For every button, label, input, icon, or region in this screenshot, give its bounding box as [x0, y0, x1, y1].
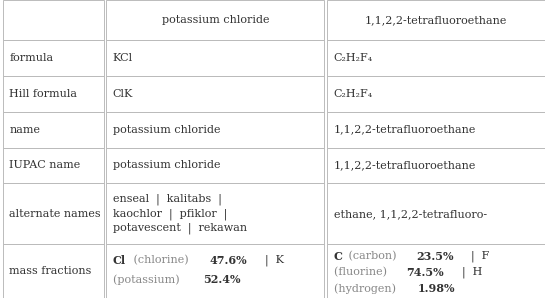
Text: potassium chloride: potassium chloride: [161, 15, 269, 25]
Bar: [106, 148, 324, 183]
Text: C₂H₂F₄: C₂H₂F₄: [334, 53, 373, 63]
Text: formula: formula: [9, 53, 53, 63]
Bar: [3, 0, 104, 40]
Text: alternate names: alternate names: [9, 209, 101, 219]
Text: 1,1,2,2-tetrafluoroethane: 1,1,2,2-tetrafluoroethane: [334, 160, 476, 170]
Text: 52.4%: 52.4%: [203, 274, 241, 285]
Bar: [3, 76, 104, 112]
Text: |  F: | F: [464, 250, 490, 262]
Text: C: C: [334, 251, 342, 262]
Text: enseal  |  kalitabs  |
kaochlor  |  pfiklor  |
potavescent  |  rekawan: enseal | kalitabs | kaochlor | pfiklor |…: [113, 193, 247, 234]
Bar: [327, 0, 545, 40]
Bar: [327, 112, 545, 148]
Text: Hill formula: Hill formula: [9, 89, 77, 99]
Text: 23.5%: 23.5%: [416, 251, 453, 262]
Text: name: name: [9, 125, 40, 135]
Bar: [3, 148, 104, 183]
Text: (carbon): (carbon): [345, 251, 400, 261]
Bar: [327, 76, 545, 112]
Text: (hydrogen): (hydrogen): [334, 283, 399, 294]
Text: 1,1,2,2-tetrafluoroethane: 1,1,2,2-tetrafluoroethane: [334, 125, 476, 135]
Text: 47.6%: 47.6%: [210, 255, 247, 266]
Text: ethane, 1,1,2,2-tetrafluoro-: ethane, 1,1,2,2-tetrafluoro-: [334, 209, 487, 219]
Bar: [106, 112, 324, 148]
Bar: [106, 0, 324, 40]
Bar: [106, 244, 324, 298]
Text: 1,1,2,2-tetrafluoroethane: 1,1,2,2-tetrafluoroethane: [365, 15, 507, 25]
Bar: [327, 40, 545, 76]
Bar: [327, 148, 545, 183]
Bar: [106, 40, 324, 76]
Text: KCl: KCl: [113, 53, 133, 63]
Text: |  H: | H: [455, 266, 482, 278]
Bar: [3, 244, 104, 298]
Text: C₂H₂F₄: C₂H₂F₄: [334, 89, 373, 99]
Text: (chlorine): (chlorine): [130, 255, 192, 266]
Text: 74.5%: 74.5%: [407, 267, 444, 278]
Text: (fluorine): (fluorine): [334, 267, 390, 277]
Text: 1.98%: 1.98%: [418, 283, 456, 294]
Text: potassium chloride: potassium chloride: [113, 160, 220, 170]
Text: (potassium): (potassium): [113, 274, 183, 285]
Text: Cl: Cl: [113, 255, 126, 266]
Bar: [106, 76, 324, 112]
Bar: [3, 112, 104, 148]
Text: potassium chloride: potassium chloride: [113, 125, 220, 135]
Text: |  K: | K: [258, 255, 284, 266]
Bar: [3, 183, 104, 244]
Text: ClK: ClK: [113, 89, 133, 99]
Text: IUPAC name: IUPAC name: [9, 160, 81, 170]
Bar: [106, 183, 324, 244]
Bar: [3, 40, 104, 76]
Bar: [327, 244, 545, 298]
Bar: [327, 183, 545, 244]
Text: mass fractions: mass fractions: [9, 266, 92, 276]
